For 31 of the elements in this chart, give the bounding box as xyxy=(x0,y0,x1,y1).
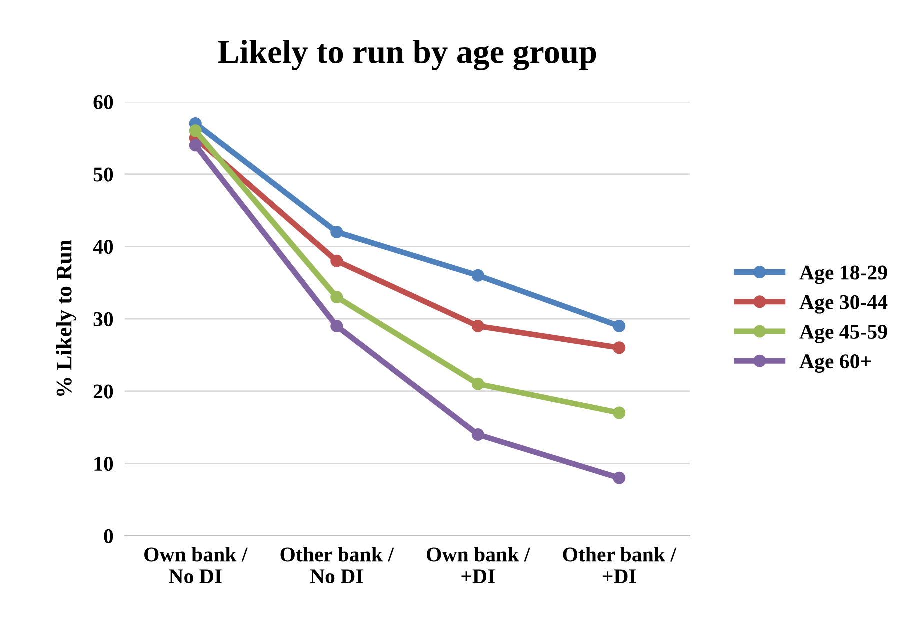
point xyxy=(189,139,202,152)
point xyxy=(330,226,344,238)
point xyxy=(613,472,626,484)
chart-title: Likely to run by age group xyxy=(218,40,596,70)
legend-label: Age 60+ xyxy=(800,354,872,373)
point xyxy=(472,320,484,332)
point xyxy=(472,378,484,390)
y-tick-label: 60 xyxy=(94,95,114,110)
x-tick-label: Other bank / No DI xyxy=(280,547,394,584)
y-tick-label: 30 xyxy=(94,312,114,326)
x-tick-label: Own bank / +DI xyxy=(427,547,530,584)
point xyxy=(189,124,202,138)
x-tick-label: Other bank / +DI xyxy=(563,547,677,584)
y-tick-label: 50 xyxy=(94,168,114,182)
point xyxy=(613,342,626,354)
legend-label: Age 45-59 xyxy=(800,324,888,344)
point xyxy=(330,320,344,332)
point xyxy=(472,428,484,441)
point xyxy=(472,269,484,282)
y-tick-label: 0 xyxy=(104,529,114,544)
y-tick-label: 10 xyxy=(94,457,114,472)
point xyxy=(330,254,344,268)
y-tick-label: 20 xyxy=(94,384,114,399)
x-tick-label: Own bank / No DI xyxy=(144,547,248,584)
legend-label: Age 18-29 xyxy=(800,266,888,284)
y-axis-title: % Likely to Run xyxy=(56,240,76,396)
y-tick-label: 40 xyxy=(93,240,114,254)
point xyxy=(613,406,626,420)
point xyxy=(613,320,626,332)
legend-label: Age 30-44 xyxy=(800,295,888,314)
point xyxy=(330,291,344,304)
